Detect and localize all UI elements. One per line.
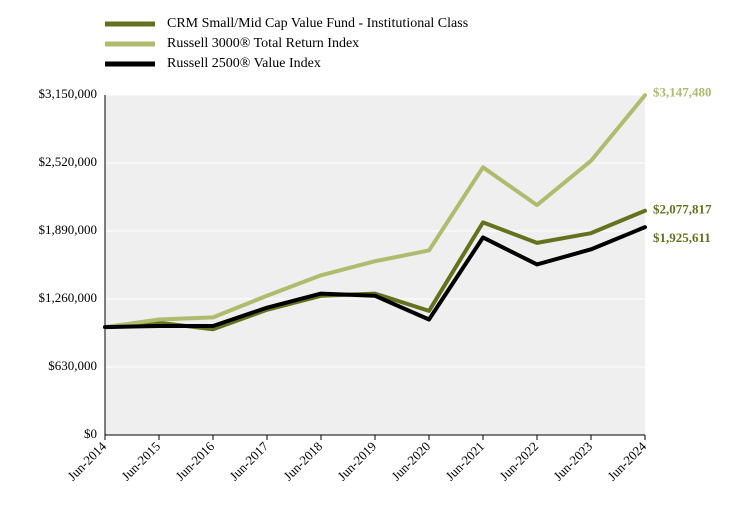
- series-end-label: $2,077,817: [653, 202, 712, 217]
- series-end-label: $3,147,480: [653, 84, 712, 99]
- y-axis-tick-label: $0: [84, 426, 97, 441]
- y-axis-tick-label: $630,000: [48, 358, 97, 373]
- chart-svg: $0 $630,000 $1,260,000 $1,890,000 $2,520,000…: [0, 0, 744, 528]
- legend-label: Russell 2500® Value Index: [167, 56, 321, 71]
- y-axis-tick-label: $1,260,000: [39, 290, 98, 305]
- y-axis-tick-label: $1,890,000: [39, 222, 98, 237]
- legend-label: Russell 3000® Total Return Index: [167, 36, 359, 51]
- legend-label: CRM Small/Mid Cap Value Fund - Instituti…: [167, 16, 468, 31]
- y-axis-tick-label: $2,520,000: [39, 154, 98, 169]
- fund-growth-chart: $0 $630,000 $1,260,000 $1,890,000 $2,520,000…: [0, 0, 744, 528]
- series-end-label: $1,925,611: [653, 230, 711, 245]
- y-axis-tick-label: $3,150,000: [39, 86, 98, 101]
